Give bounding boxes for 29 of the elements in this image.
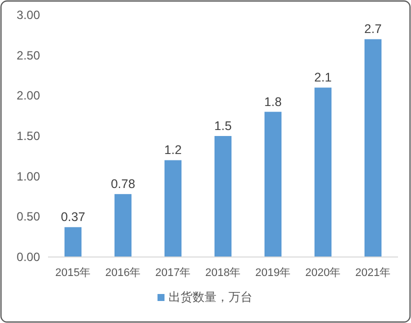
- y-tick-label: 1.50: [16, 129, 40, 143]
- y-tick-label: 2.50: [16, 48, 40, 62]
- y-tick-label: 2.00: [16, 88, 40, 103]
- x-tick-label: 2018年: [205, 267, 241, 279]
- bar: [114, 194, 132, 257]
- bar: [364, 39, 382, 257]
- data-label: 2.1: [314, 70, 332, 85]
- data-label: 0.78: [110, 177, 136, 192]
- y-tick-label: 0.00: [16, 250, 40, 264]
- data-label: 1.2: [164, 143, 182, 158]
- y-tick-label: 3.00: [16, 8, 40, 22]
- x-tick-label: 2019年: [255, 267, 291, 279]
- x-tick-label: 2020年: [305, 267, 341, 279]
- data-label: 1.8: [264, 94, 282, 109]
- bar: [164, 160, 182, 257]
- bar: [214, 136, 232, 257]
- x-tick-label: 2015年: [55, 267, 91, 279]
- data-label: 2.7: [364, 22, 382, 36]
- x-tick-label: 2021年: [355, 267, 391, 279]
- x-tick-label: 2016年: [105, 267, 141, 279]
- data-label: 1.5: [214, 119, 232, 133]
- data-label: 0.37: [60, 210, 86, 224]
- legend-label: 出货数量，万台: [168, 290, 252, 304]
- bar: [264, 112, 282, 257]
- x-tick-label: 2017年: [155, 267, 191, 279]
- bar: [314, 88, 332, 257]
- y-tick-label: 1.00: [16, 169, 40, 184]
- bar: [64, 227, 82, 257]
- y-tick-label: 0.50: [16, 210, 40, 224]
